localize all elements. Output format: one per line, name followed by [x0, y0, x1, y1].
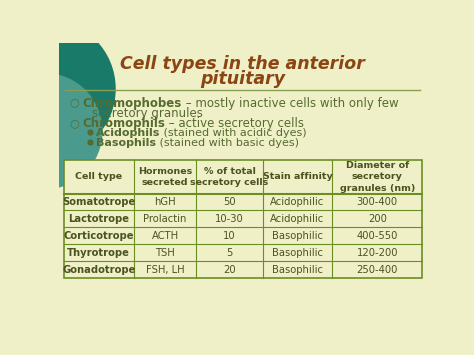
Text: Chromophobes: Chromophobes [82, 97, 182, 109]
Text: Cell type: Cell type [75, 173, 122, 181]
Text: Cell types in the anterior: Cell types in the anterior [120, 55, 365, 73]
Text: ○: ○ [70, 118, 80, 128]
Text: Diameter of
secretory
granules (nm): Diameter of secretory granules (nm) [339, 162, 415, 192]
Text: 50: 50 [223, 197, 236, 207]
Text: Acidophilic: Acidophilic [270, 197, 325, 207]
Text: – mostly inactive cells with only few: – mostly inactive cells with only few [182, 97, 398, 109]
Text: Basophilic: Basophilic [272, 265, 323, 275]
Text: Lactotrope: Lactotrope [68, 214, 129, 224]
Text: Acidophilic: Acidophilic [270, 214, 325, 224]
Text: 120-200: 120-200 [356, 248, 398, 258]
Text: 400-550: 400-550 [356, 231, 398, 241]
Text: secretory granules: secretory granules [92, 106, 203, 120]
Text: Thyrotrope: Thyrotrope [67, 248, 130, 258]
Text: 20: 20 [223, 265, 236, 275]
Text: Chromophils: Chromophils [82, 117, 165, 130]
Bar [64, 160, 422, 278]
Text: FSH, LH: FSH, LH [146, 265, 184, 275]
Text: (stained with basic dyes): (stained with basic dyes) [155, 138, 299, 148]
Text: Gonadotrope: Gonadotrope [62, 265, 136, 275]
Text: (stained with acidic dyes): (stained with acidic dyes) [160, 128, 307, 138]
Text: 250-400: 250-400 [356, 265, 398, 275]
Text: 10: 10 [223, 231, 236, 241]
Text: Basophils: Basophils [96, 138, 155, 148]
Text: Corticotrope: Corticotrope [64, 231, 134, 241]
Text: ACTH: ACTH [152, 231, 179, 241]
Text: Somatotrope: Somatotrope [62, 197, 136, 207]
Text: Basophilic: Basophilic [272, 248, 323, 258]
Text: TSH: TSH [155, 248, 175, 258]
Text: pituitary: pituitary [201, 70, 285, 88]
Text: 10-30: 10-30 [215, 214, 244, 224]
Text: – active secretory cells: – active secretory cells [165, 117, 304, 130]
Text: hGH: hGH [154, 197, 176, 207]
Text: Hormones
secreted: Hormones secreted [138, 167, 192, 187]
Text: 200: 200 [368, 214, 387, 224]
Text: Stain affinity: Stain affinity [263, 173, 332, 181]
Circle shape [0, 20, 115, 158]
Text: 5: 5 [226, 248, 233, 258]
Text: Prolactin: Prolactin [143, 214, 187, 224]
Text: % of total
secretory cells: % of total secretory cells [191, 167, 269, 187]
Circle shape [0, 73, 102, 189]
Text: 300-400: 300-400 [356, 197, 398, 207]
Text: Basophilic: Basophilic [272, 231, 323, 241]
Text: Acidophils: Acidophils [96, 128, 160, 138]
Text: ○: ○ [70, 97, 80, 107]
